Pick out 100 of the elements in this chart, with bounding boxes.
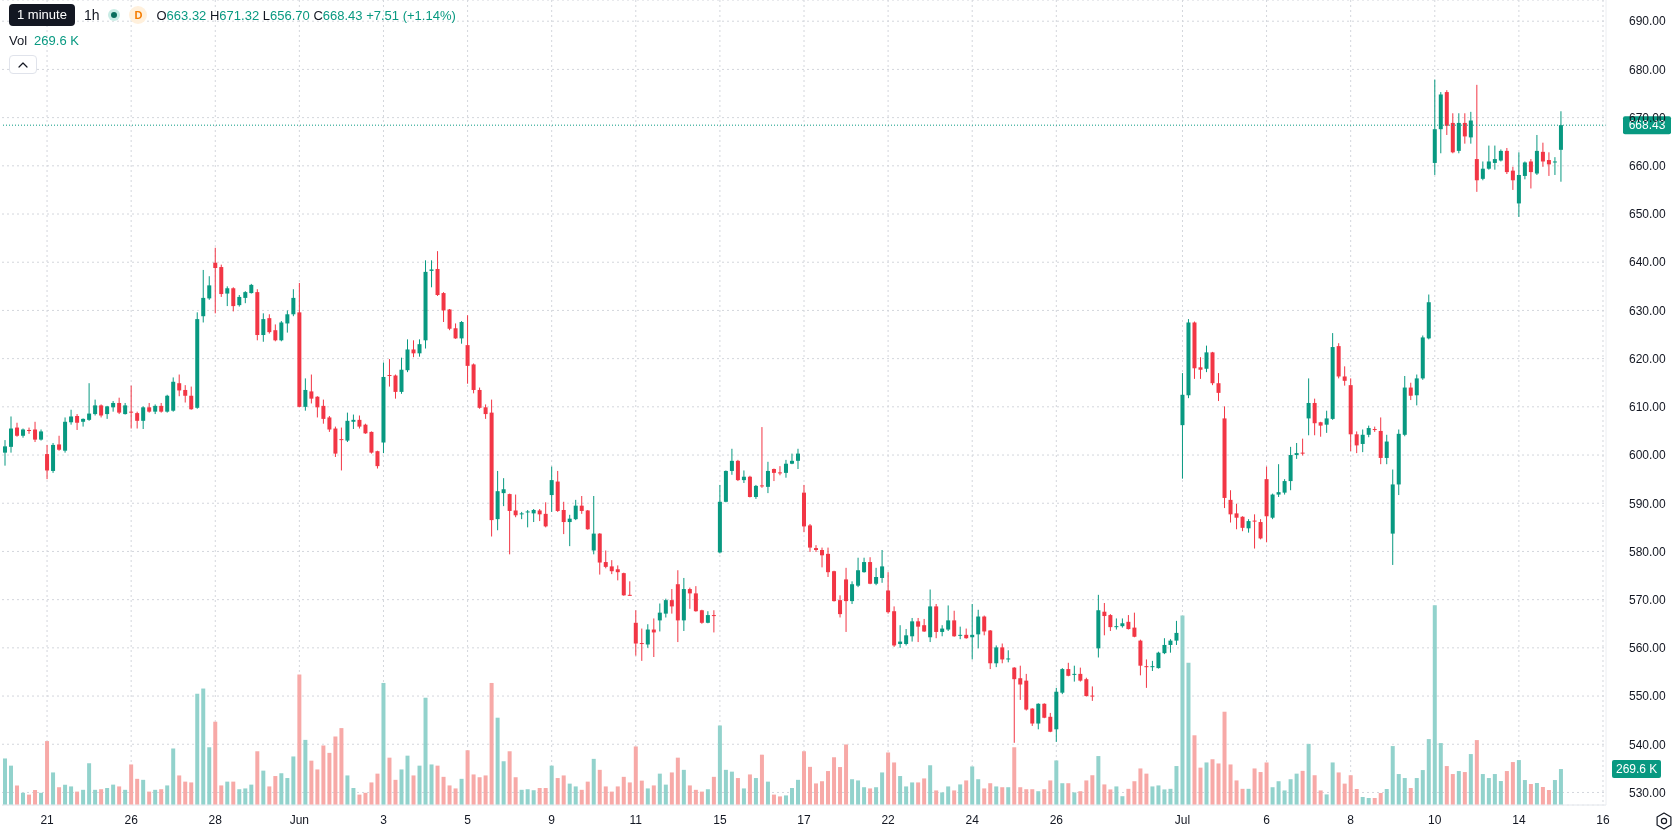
candlestick (633, 609, 638, 657)
bar (63, 784, 68, 805)
candlestick (1144, 658, 1149, 689)
y-tick-label: 640.00 (1629, 255, 1667, 270)
candlestick (789, 453, 794, 465)
bar (711, 776, 716, 805)
bar (297, 674, 302, 805)
y-tick-label: 600.00 (1629, 448, 1667, 463)
bar (477, 777, 482, 805)
candlestick (886, 571, 891, 615)
bar (1462, 772, 1467, 805)
bar (1180, 615, 1185, 805)
candlestick (45, 444, 50, 480)
bar (874, 787, 879, 805)
y-tick-label: 560.00 (1629, 641, 1667, 656)
candlestick (1534, 134, 1539, 176)
bar (1222, 711, 1227, 805)
candlestick (669, 588, 674, 615)
bar (537, 788, 542, 805)
bar (789, 788, 794, 805)
candlestick (952, 610, 957, 638)
candlestick (1258, 518, 1263, 540)
bar (255, 751, 260, 805)
y-tick-label: 690.00 (1629, 14, 1667, 29)
bar (303, 739, 308, 805)
candlestick (9, 415, 14, 454)
x-tick-label: 16 (1596, 812, 1610, 827)
candlestick (141, 405, 146, 430)
bar (423, 697, 428, 805)
bar (1072, 792, 1077, 805)
bar (1396, 774, 1401, 805)
candlestick (910, 617, 915, 643)
candlestick (663, 598, 668, 618)
bar (1102, 784, 1107, 805)
bar (621, 776, 626, 805)
candlestick (771, 468, 776, 482)
candlestick (1546, 151, 1551, 177)
bar (555, 778, 560, 805)
bar (615, 786, 620, 805)
bar (832, 757, 837, 805)
candlestick (33, 421, 38, 443)
bar (976, 779, 981, 805)
candlestick (513, 494, 518, 518)
bar (1450, 774, 1455, 805)
candlestick (1216, 372, 1221, 402)
bar (639, 780, 644, 805)
x-tick-label: 22 (881, 812, 896, 827)
candlestick (814, 544, 819, 553)
bar (765, 781, 770, 805)
bar (15, 785, 20, 805)
bar (69, 786, 74, 805)
bar (1492, 774, 1497, 805)
x-tick-label: 21 (40, 812, 55, 827)
bar (219, 785, 224, 805)
bar (111, 784, 116, 805)
candlestick (387, 358, 392, 388)
bar (982, 788, 987, 805)
candlestick (777, 465, 782, 476)
bar (669, 772, 674, 805)
bar (1174, 766, 1179, 805)
bar (153, 789, 158, 805)
bar (225, 781, 230, 805)
bar (1408, 788, 1413, 805)
candlestick (868, 556, 873, 585)
bar (1126, 788, 1131, 805)
candlestick (1276, 463, 1281, 498)
bar (579, 789, 584, 805)
bar (1210, 759, 1215, 805)
bar (99, 789, 104, 805)
bar (1084, 780, 1089, 805)
candlestick (543, 501, 548, 528)
candlestick (627, 580, 632, 597)
bar (844, 744, 849, 805)
bar (105, 788, 110, 805)
candlestick (759, 426, 764, 489)
candlestick (591, 495, 596, 555)
candlestick (1552, 156, 1557, 176)
bar (693, 789, 698, 805)
bar (928, 765, 933, 805)
bar (561, 775, 566, 805)
bar (687, 785, 692, 805)
text: 269.6 K (1612, 760, 1662, 779)
bar (1000, 787, 1005, 805)
bar (597, 769, 602, 805)
bar (1432, 605, 1437, 805)
bar (177, 775, 182, 805)
candlestick (693, 585, 698, 613)
bar (1342, 783, 1347, 805)
bar (783, 795, 788, 805)
bar (1288, 779, 1293, 805)
bar (33, 790, 38, 805)
candlestick (81, 417, 86, 428)
candlestick (1090, 685, 1095, 702)
candlestick (261, 312, 266, 343)
bar (417, 765, 422, 805)
candlestick (1300, 438, 1305, 457)
annotation: Vol 269.6 K (9, 32, 79, 48)
candlestick (976, 609, 981, 649)
y-tick-label: 630.00 (1629, 303, 1667, 318)
bar (940, 792, 945, 805)
